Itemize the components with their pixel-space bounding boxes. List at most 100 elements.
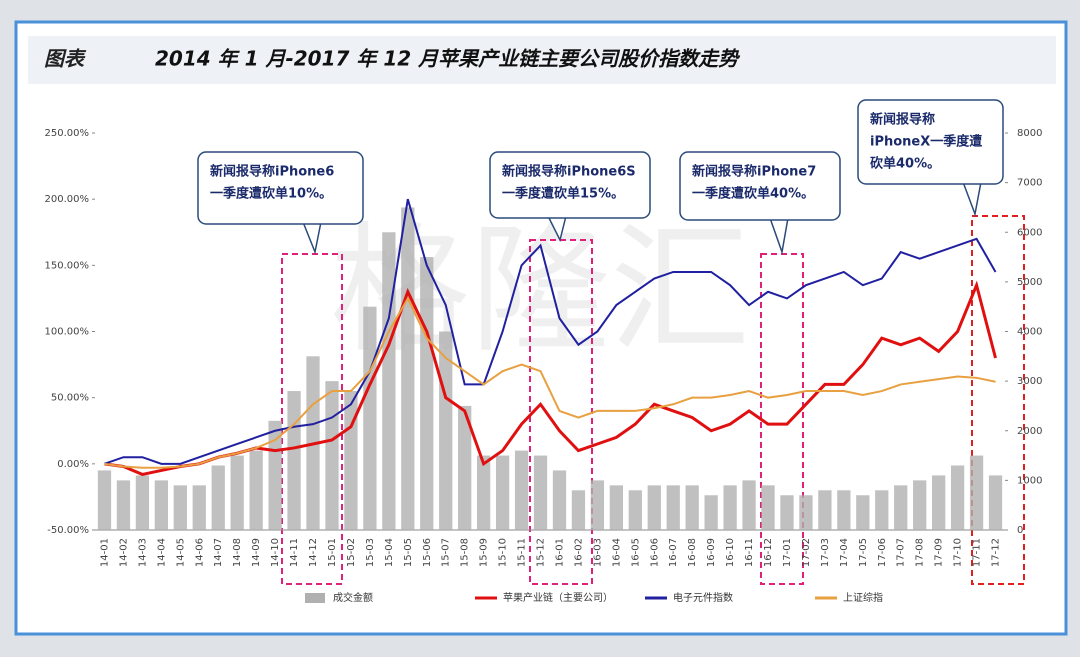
x-tick-label: 17-02 [801, 538, 812, 567]
x-tick-label: 14-09 [251, 538, 262, 567]
volume-bar [818, 490, 832, 530]
x-tick-label: 16-10 [725, 538, 736, 567]
volume-bar [495, 455, 510, 530]
x-tick-label: 15-03 [365, 538, 376, 567]
volume-bar [401, 207, 415, 530]
x-tick-label: 16-05 [630, 538, 641, 567]
x-tick-label: 17-04 [839, 538, 850, 567]
x-tick-label: 17-07 [896, 538, 907, 567]
volume-bar [913, 480, 927, 530]
callout-text: 新闻报导称iPhone6S [502, 164, 636, 180]
y2-tick-label: 4000 [1017, 327, 1042, 338]
x-tick-label: 17-03 [820, 538, 831, 567]
x-tick-label: 17-08 [915, 538, 926, 567]
x-tick-label: 15-09 [479, 538, 490, 567]
callout-text: 一季度遭砍单10%。 [210, 186, 332, 202]
callout-box [679, 151, 841, 221]
volume-bar [742, 480, 756, 530]
x-tick-label: 17-12 [991, 538, 1002, 567]
legend-label: 电子元件指数 [673, 591, 733, 604]
callout-text: 一季度遭砍单40%。 [692, 186, 814, 202]
x-tick-label: 17-11 [972, 538, 983, 567]
y2-tick-label: 0 [1017, 525, 1023, 536]
y-tick-label: 0.00% [57, 459, 89, 470]
x-tick-label: 17-06 [877, 538, 888, 567]
volume-bar [950, 465, 965, 530]
x-tick-label: 15-11 [517, 538, 528, 567]
volume-bar [837, 490, 851, 530]
volume-bar [135, 475, 150, 530]
x-tick-label: 15-06 [422, 538, 433, 567]
volume-bar [704, 495, 718, 530]
volume-bar [628, 490, 642, 530]
callout-box [197, 151, 364, 225]
volume-bar [590, 480, 605, 530]
volume-bar [571, 490, 586, 530]
y2-tick-label: 2000 [1017, 426, 1042, 437]
callout-box [489, 151, 651, 219]
x-tick-label: 15-10 [498, 538, 509, 567]
callout-text: 新闻报导称 [870, 112, 935, 128]
legend-label: 上证综指 [843, 591, 883, 604]
x-tick-label: 14-07 [213, 538, 224, 567]
x-tick-label: 16-06 [649, 538, 660, 567]
volume-bar [609, 485, 623, 530]
volume-bar [875, 490, 889, 530]
volume-bar [666, 485, 680, 530]
callout: 新闻报导称iPhone6S 一季度遭砍单15%。 [489, 151, 651, 243]
y-tick-label: 150.00% [45, 260, 90, 271]
x-tick-label: 16-01 [554, 538, 565, 567]
x-tick-label: 15-07 [441, 538, 452, 567]
x-tick-label: 16-04 [611, 538, 622, 567]
callout: 新闻报导称iPhone6 一季度遭砍单10%。 [197, 151, 364, 255]
x-tick-label: 17-05 [858, 538, 869, 567]
x-tick-label: 17-01 [782, 538, 793, 567]
x-tick-label: 14-04 [156, 538, 167, 567]
volume-bar [192, 485, 206, 530]
y2-tick-label: 3000 [1017, 376, 1042, 387]
highlight-box [281, 253, 343, 585]
y-tick-label: 50.00% [51, 393, 89, 404]
y2-tick-label: 1000 [1017, 475, 1042, 486]
x-tick-label: 14-05 [175, 538, 186, 567]
y2-tick-label: 6000 [1017, 227, 1042, 238]
volume-bar [382, 232, 396, 530]
x-tick-label: 16-02 [573, 538, 584, 567]
volume-bar [211, 465, 225, 530]
series-line [104, 296, 996, 469]
legend-label: 成交金额 [333, 591, 373, 604]
watermark: 格隆汇 [330, 210, 750, 373]
x-tick-label: 17-09 [934, 538, 945, 567]
callout-box [857, 99, 1004, 185]
x-tick-label: 15-08 [460, 538, 471, 567]
volume-bar [761, 485, 775, 530]
x-tick-label: 14-10 [270, 538, 281, 567]
x-tick-label: 15-02 [346, 538, 357, 567]
volume-bar [230, 455, 244, 530]
volume-bar [988, 475, 1003, 530]
volume-bar [647, 485, 661, 530]
volume-bar [856, 495, 870, 530]
volume-bar [173, 485, 187, 530]
volume-bar [420, 257, 434, 530]
callout-text: 新闻报导称iPhone6 [210, 164, 334, 180]
callout-text: 砍单40%。 [870, 156, 940, 172]
volume-bar [477, 455, 491, 530]
x-tick-label: 15-05 [403, 538, 414, 567]
volume-bar [363, 306, 377, 530]
x-tick-label: 14-01 [99, 538, 110, 567]
volume-bar [533, 455, 548, 530]
volume-bar [268, 420, 282, 530]
highlight-box [971, 215, 1025, 585]
volume-bar [97, 470, 112, 530]
callout-text: iPhoneX一季度遭 [870, 134, 982, 150]
volume-bar [287, 391, 301, 530]
x-tick-label: 15-12 [536, 538, 547, 567]
volume-bar [514, 450, 529, 530]
x-tick-label: 16-03 [592, 538, 603, 567]
x-tick-label: 14-06 [194, 538, 205, 567]
x-tick-label: 14-03 [137, 538, 148, 567]
x-tick-label: 14-12 [308, 538, 319, 567]
